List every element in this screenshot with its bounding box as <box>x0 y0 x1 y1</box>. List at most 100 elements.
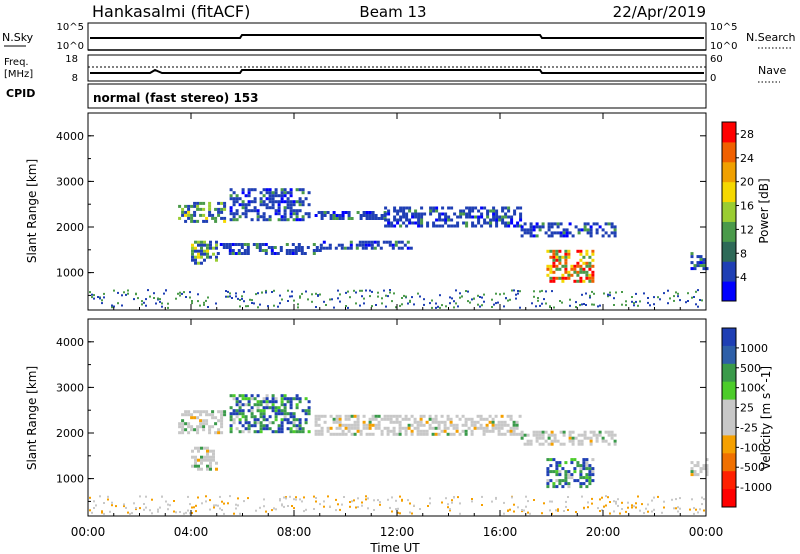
echo-cell <box>212 452 215 456</box>
echo-cell <box>423 212 427 216</box>
echo-cell <box>467 290 469 293</box>
echo-cell <box>576 249 580 253</box>
echo-cell <box>564 473 568 477</box>
echo-cell <box>603 292 605 295</box>
echo-cell <box>573 267 577 271</box>
echo-cell <box>329 426 333 430</box>
echo-cell <box>573 279 577 283</box>
echo-cell <box>157 508 159 511</box>
echo-cell <box>410 423 414 427</box>
echo-cell <box>568 430 572 434</box>
echo-cell <box>292 218 296 222</box>
echo-cell <box>133 298 135 301</box>
echo-cell <box>184 210 188 214</box>
echo-cell <box>389 414 393 418</box>
echo-cell <box>399 209 403 213</box>
echo-cell <box>552 249 556 253</box>
echo-cell <box>564 255 568 259</box>
echo-cell <box>364 243 368 247</box>
echo-cell <box>462 212 466 216</box>
echo-cell <box>250 200 254 204</box>
echo-cell <box>181 431 185 435</box>
echo-cell <box>368 420 372 424</box>
echo-cell <box>191 243 194 247</box>
echo-cell <box>255 246 259 249</box>
echo-cell <box>565 505 567 508</box>
echo-cell <box>591 303 593 306</box>
echo-cell <box>547 222 551 226</box>
echo-cell <box>305 290 307 293</box>
echo-cell <box>531 302 533 305</box>
echo-cell <box>385 294 387 297</box>
echo-cell <box>200 261 203 265</box>
echo-cell <box>262 418 266 422</box>
echo-cell <box>568 231 572 235</box>
echo-cell <box>544 430 548 434</box>
echo-cell <box>363 297 365 300</box>
echo-cell <box>419 429 423 433</box>
echo-cell <box>373 499 375 502</box>
echo-cell <box>181 428 185 432</box>
echo-cell <box>365 426 369 430</box>
echo-cell <box>443 429 447 433</box>
echo-cell <box>699 264 703 268</box>
echo-cell <box>518 414 522 418</box>
echo-cell <box>529 225 533 229</box>
echo-cell <box>555 479 559 483</box>
echo-cell <box>203 301 205 304</box>
echo-cell <box>452 423 456 427</box>
echo-cell <box>539 290 541 293</box>
echo-cell <box>464 420 468 424</box>
echo-cell <box>449 296 451 299</box>
echo-cell <box>229 495 231 498</box>
echo-cell <box>314 420 318 424</box>
echo-cell <box>270 246 274 249</box>
echo-cell <box>295 496 297 499</box>
echo-cell <box>507 299 509 302</box>
echo-cell <box>407 426 411 430</box>
echo-cell <box>253 424 257 428</box>
echo-cell <box>546 473 550 477</box>
echo-cell <box>292 415 296 419</box>
echo-cell <box>511 496 513 499</box>
echo-cell <box>265 427 269 431</box>
echo-cell <box>371 432 375 436</box>
echo-cell <box>465 212 469 216</box>
echo-cell <box>457 496 459 499</box>
echo-cell <box>579 467 583 471</box>
echo-cell <box>495 224 499 228</box>
echo-cell <box>347 290 349 293</box>
echo-cell <box>547 228 551 232</box>
echo-cell <box>479 423 483 427</box>
echo-cell <box>196 425 200 429</box>
echo-cell <box>111 306 113 309</box>
echo-cell <box>551 500 553 503</box>
echo-cell <box>233 512 235 515</box>
echo-cell <box>402 221 406 225</box>
echo-cell <box>607 442 611 446</box>
echo-cell <box>389 289 391 291</box>
echo-cell <box>371 414 375 418</box>
echo-cell <box>165 289 167 292</box>
echo-cell <box>669 297 671 300</box>
echo-cell <box>206 455 209 459</box>
echo-cell <box>322 240 326 244</box>
echo-cell <box>111 304 113 307</box>
echo-cell <box>184 422 188 426</box>
echo-cell <box>562 430 566 434</box>
echo-cell <box>473 297 475 300</box>
echo-cell <box>576 279 580 283</box>
echo-cell <box>409 246 413 250</box>
echo-cell <box>335 420 339 424</box>
echo-cell <box>247 203 251 207</box>
echo-cell <box>393 224 397 228</box>
echo-cell <box>301 218 305 222</box>
echo-cell <box>585 304 587 306</box>
echo-cell <box>286 427 290 431</box>
echo-cell <box>471 215 475 219</box>
echo-cell <box>497 432 501 436</box>
echo-cell <box>208 431 212 435</box>
echo-cell <box>677 510 679 513</box>
echo-cell <box>673 507 675 510</box>
echo-cell <box>651 499 653 502</box>
